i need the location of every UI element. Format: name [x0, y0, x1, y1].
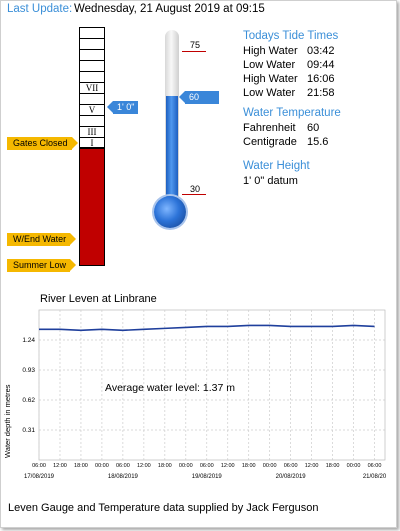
y-tick-label: 0.93	[22, 367, 35, 374]
last-update-value: Wednesday, 21 August 2019 at 09:15	[74, 3, 265, 15]
fahrenheit-label: Fahrenheit	[243, 122, 296, 134]
y-tick-label: 0.31	[22, 427, 35, 434]
x-tick-label: 12:00	[53, 463, 67, 469]
footer-credit: Leven Gauge and Temperature data supplie…	[8, 502, 319, 514]
tide-row-time: 16:06	[307, 73, 335, 85]
thermometer-bottom-mark	[182, 194, 206, 195]
water-level-series-line	[39, 324, 375, 332]
tide-row-type: Low Water	[243, 87, 296, 99]
gauge-cell	[79, 71, 105, 82]
tide-times-title: Todays Tide Times	[243, 30, 339, 42]
water-height-title: Water Height	[243, 160, 310, 172]
plot-area	[38, 309, 386, 461]
gauge-fill	[79, 148, 105, 266]
gauge-mark-v: V	[79, 104, 105, 115]
x-tick-label: 12:00	[305, 463, 319, 469]
thermometer-top-mark	[182, 51, 206, 52]
thermometer-bulb	[154, 196, 186, 228]
tide-row-time: 21:58	[307, 87, 335, 99]
tide-row-time: 03:42	[307, 45, 335, 57]
x-tick-label: 06:00	[116, 463, 130, 469]
water-height-value: 1' 0" datum	[243, 175, 298, 187]
x-tick-label: 18:00	[242, 463, 256, 469]
tide-row-time: 09:44	[307, 59, 335, 71]
thermometer-bottom-label: 30	[190, 184, 201, 194]
x-tick-label: 18:00	[74, 463, 88, 469]
last-update-label: Last Update:	[7, 3, 73, 15]
date-label: 19/08/2019	[192, 474, 223, 480]
summer-low-tag: Summer Low	[7, 259, 77, 272]
thermometer-top-label: 75	[190, 40, 201, 50]
x-tick-label: 00:00	[263, 463, 277, 469]
gauge-cell	[79, 115, 105, 126]
gauge-cell	[79, 49, 105, 60]
fahrenheit-value: 60	[307, 122, 320, 134]
gauge-cell	[79, 93, 105, 104]
gauge-mark-iii: III	[79, 126, 105, 137]
average-level-annotation: Average water level: 1.37 m	[105, 382, 235, 394]
gates-closed-tag: Gates Closed	[7, 137, 78, 150]
centigrade-label: Centigrade	[243, 136, 297, 148]
w-end-water-tag: W/End Water	[7, 233, 77, 246]
thermometer-mercury	[166, 96, 178, 208]
x-tick-label: 12:00	[221, 463, 235, 469]
x-tick-label: 06:00	[284, 463, 298, 469]
x-tick-label: 00:00	[347, 463, 361, 469]
gauge-cell	[79, 27, 105, 38]
x-tick-label: 06:00	[32, 463, 46, 469]
y-tick-label: 1.24	[22, 337, 35, 344]
centigrade-value: 15.6	[307, 136, 329, 148]
date-label: 18/08/2019	[108, 474, 139, 480]
date-label: 21/08/20	[363, 474, 387, 480]
current-level-tag: 1' 0"	[106, 101, 139, 114]
x-tick-label: 06:00	[200, 463, 214, 469]
date-label: 20/08/2019	[276, 474, 307, 480]
gauge-cell	[79, 38, 105, 49]
gauge-cell	[79, 60, 105, 71]
gauge-mark-vii: VII	[79, 82, 105, 93]
tide-row-type: Low Water	[243, 59, 296, 71]
tide-row-type: High Water	[243, 73, 298, 85]
water-temperature-title: Water Temperature	[243, 107, 341, 119]
x-tick-label: 12:00	[137, 463, 151, 469]
tide-row-type: High Water	[243, 45, 298, 57]
x-tick-label: 18:00	[326, 463, 340, 469]
y-tick-label: 0.62	[22, 397, 35, 404]
x-tick-label: 00:00	[179, 463, 193, 469]
x-tick-label: 18:00	[158, 463, 172, 469]
y-axis-label: Water depth in metres	[3, 384, 12, 458]
x-tick-label: 00:00	[95, 463, 109, 469]
date-label: 17/08/2019	[24, 474, 55, 480]
gauge-mark-i: I	[79, 137, 105, 148]
thermometer-current-tag: 60	[179, 91, 219, 104]
chart-title: River Leven at Linbrane	[40, 293, 157, 305]
x-tick-label: 06:00	[368, 463, 382, 469]
